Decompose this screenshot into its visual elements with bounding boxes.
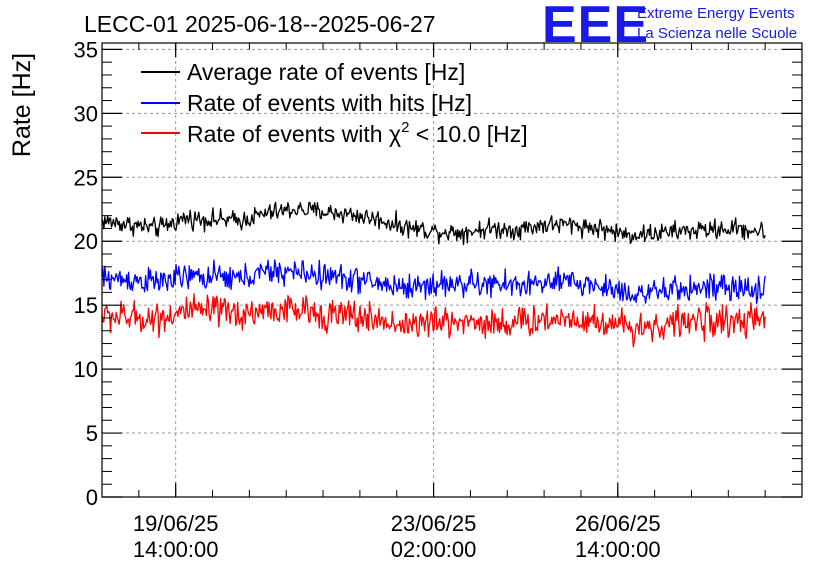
series-line-2 [101, 259, 766, 305]
legend-chi2-superscript: 2 [401, 119, 409, 136]
grid-lines [102, 43, 802, 497]
x-tick-label-time: 14:00:00 [133, 537, 219, 562]
x-tick-label-time: 02:00:00 [391, 537, 477, 562]
series-group [101, 201, 766, 348]
eee-logo-line1: Extreme Energy Events [637, 5, 795, 22]
legend-label-chi2: Rate of events with χ2 < 10.0 [Hz] [187, 119, 528, 147]
x-tick-label-date: 19/06/25 [133, 511, 219, 536]
series-line-1 [101, 201, 766, 246]
axes [101, 42, 803, 498]
legend-label-average: Average rate of events [Hz] [187, 59, 465, 85]
y-tick-label: 0 [86, 485, 98, 510]
x-tick-label-date: 23/06/25 [391, 511, 477, 536]
y-tick-label: 30 [74, 101, 98, 126]
chart-title: LECC-01 2025-06-18--2025-06-27 [84, 11, 436, 37]
eee-logo: EEE Extreme Energy Events La Scienza nel… [542, 0, 797, 54]
y-tick-label: 10 [74, 357, 98, 382]
y-tick-label: 20 [74, 229, 98, 254]
y-tick-label: 15 [74, 293, 98, 318]
y-tick-label: 35 [74, 37, 98, 62]
legend-chi2-prefix: Rate of events with [187, 121, 389, 147]
series-line-3 [101, 293, 766, 348]
y-axis-label: Rate [Hz] [8, 53, 36, 157]
eee-logo-text: EEE [542, 0, 649, 54]
y-tick-label: 25 [74, 165, 98, 190]
legend-chi2-suffix: < 10.0 [Hz] [409, 121, 527, 147]
legend-chi2-symbol: χ [389, 121, 401, 147]
x-tick-label-time: 14:00:00 [575, 537, 661, 562]
eee-logo-line2: La Scienza nelle Scuole [637, 25, 797, 42]
y-tick-label: 5 [86, 421, 98, 446]
legend: Average rate of events [Hz] Rate of even… [141, 59, 528, 147]
legend-label-hits: Rate of events with hits [Hz] [187, 90, 472, 116]
tick-labels: 0510152025303519/06/2514:00:0023/06/2502… [74, 37, 661, 562]
x-tick-label-date: 26/06/25 [575, 511, 661, 536]
plot-frame [101, 42, 803, 498]
